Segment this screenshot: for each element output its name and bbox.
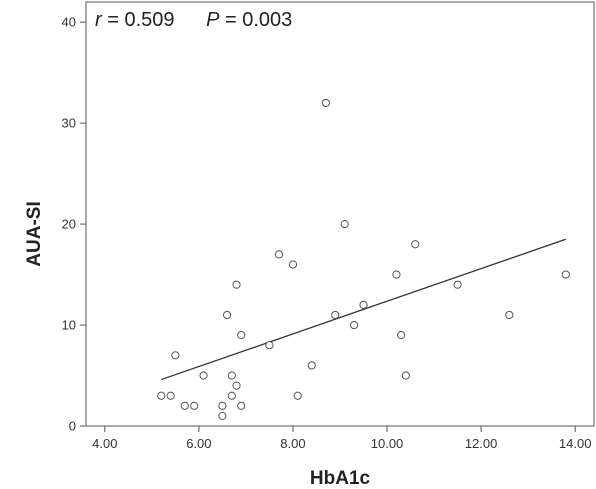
p-value: = 0.003 (219, 9, 292, 31)
data-point (227, 371, 236, 380)
data-point (218, 411, 227, 421)
data-point (505, 310, 514, 320)
data-point (359, 300, 368, 309)
data-point (307, 361, 316, 370)
y-axis: 0 10 20 30 40 (62, 15, 86, 434)
data-point (265, 341, 274, 350)
data-point (331, 310, 340, 320)
data-point (218, 401, 227, 410)
data-point (288, 260, 298, 269)
regression-line (161, 238, 566, 381)
data-point (321, 98, 330, 108)
data-point (223, 310, 232, 320)
data-point (392, 270, 401, 279)
data-point (199, 371, 208, 380)
x-axis: 4.00 6.00 8.00 10.00 12.00 14.00 (92, 426, 591, 451)
y-tick-label: 40 (62, 15, 76, 30)
data-point (411, 240, 420, 249)
x-tick-label: 12.00 (465, 436, 498, 451)
r-value: = 0.509 (102, 9, 175, 31)
data-points (157, 98, 570, 421)
data-point (180, 401, 189, 410)
data-point (561, 270, 570, 279)
data-point (157, 391, 166, 400)
data-point (227, 391, 236, 400)
p-symbol: P (206, 9, 220, 31)
data-point (171, 351, 180, 360)
data-point (340, 219, 349, 229)
x-tick-label: 14.00 (559, 436, 592, 451)
plot-frame (85, 1, 595, 427)
x-tick-label: 6.00 (186, 436, 211, 451)
data-point (350, 320, 359, 330)
x-tick-label: 10.00 (371, 436, 404, 451)
x-tick-label: 8.00 (280, 436, 305, 451)
x-tick-label: 4.00 (92, 436, 117, 451)
data-point (232, 381, 241, 390)
y-tick-label: 10 (62, 318, 76, 333)
data-point (166, 391, 175, 400)
data-point (401, 371, 410, 380)
y-tick-label: 0 (69, 419, 76, 434)
r-symbol: r (95, 9, 103, 31)
data-point (274, 250, 283, 259)
data-point (293, 391, 302, 400)
data-point (190, 401, 199, 410)
data-point (237, 401, 246, 410)
data-point (237, 331, 246, 340)
y-tick-label: 20 (62, 217, 76, 232)
x-axis-title: HbA1c (310, 468, 371, 489)
data-point (232, 280, 241, 289)
data-point (397, 331, 406, 340)
data-point (453, 280, 462, 289)
y-tick-label: 30 (62, 116, 76, 131)
y-axis-title: AUA-SI (24, 201, 45, 266)
correlation-annotation: r = 0.509 P = 0.003 (95, 9, 292, 31)
